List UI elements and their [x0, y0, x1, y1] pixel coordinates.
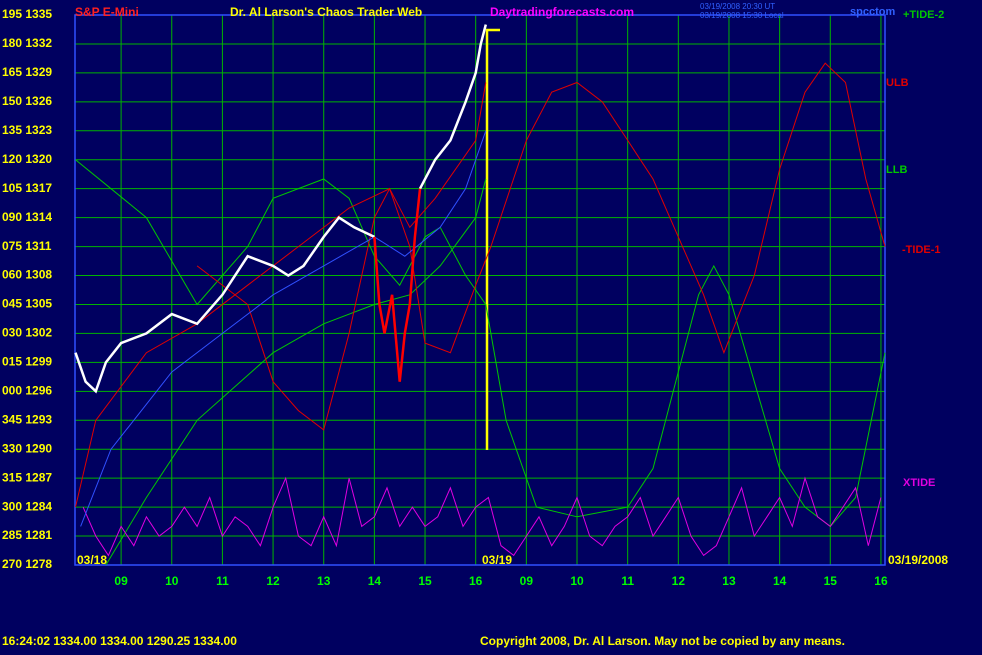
x-tick-label: 10 — [165, 574, 179, 588]
y-tick-label: 285 1281 — [2, 528, 52, 542]
y-tick-label: 015 1299 — [2, 355, 52, 369]
x-tick-label: 12 — [266, 574, 280, 588]
series-line — [373, 188, 422, 382]
series-line — [82, 476, 882, 557]
y-tick-label: 075 1311 — [2, 239, 52, 253]
y-tick-label: 030 1302 — [2, 326, 52, 340]
y-tick-label: 120 1320 — [2, 152, 52, 166]
x-tick-label: 10 — [570, 574, 584, 588]
site-name: Daytradingforecasts.com — [490, 5, 634, 19]
status-line: 16:24:02 1334.00 1334.00 1290.25 1334.00 — [2, 634, 237, 648]
date-label: 03/18 — [77, 553, 107, 567]
series-line — [75, 159, 886, 528]
x-tick-label: 13 — [722, 574, 736, 588]
series-line — [196, 62, 886, 431]
date-label: 03/19/2008 — [888, 553, 948, 567]
chart-title: Dr. Al Larson's Chaos Trader Web — [230, 5, 422, 19]
timestamp: 03/19/2008 20:30 UT — [700, 2, 775, 11]
y-tick-label: 315 1287 — [2, 470, 52, 484]
x-tick-label: 09 — [114, 574, 128, 588]
series-label: -TIDE-1 — [902, 244, 941, 256]
y-tick-label: 180 1332 — [2, 36, 52, 50]
x-tick-label: 16 — [874, 574, 888, 588]
x-tick-label: 13 — [317, 574, 331, 588]
y-tick-label: 060 1308 — [2, 268, 52, 282]
corner-label: spcctom — [850, 6, 895, 18]
x-tick-label: 11 — [216, 574, 229, 588]
x-tick-label: 12 — [672, 574, 686, 588]
timestamp: 03/19/2008 15:30 Local — [700, 11, 784, 20]
series-line — [74, 24, 488, 394]
y-tick-label: 195 1335 — [2, 7, 52, 21]
instrument: S&P E-Mini — [75, 5, 139, 19]
series-label: LLB — [886, 164, 907, 176]
x-tick-label: 14 — [773, 574, 787, 588]
date-label: 03/19 — [482, 553, 512, 567]
y-tick-label: 135 1323 — [2, 123, 52, 137]
y-tick-label: 000 1296 — [2, 383, 52, 397]
y-tick-label: 270 1278 — [2, 557, 52, 571]
x-tick-label: 14 — [368, 574, 382, 588]
x-tick-label: 11 — [621, 574, 634, 588]
y-tick-label: 330 1290 — [2, 441, 52, 455]
y-tick-label: 090 1314 — [2, 210, 52, 224]
y-tick-label: 150 1326 — [2, 94, 52, 108]
y-tick-label: 345 1293 — [2, 412, 52, 426]
y-tick-label: 105 1317 — [2, 181, 52, 195]
x-tick-label: 15 — [824, 574, 838, 588]
series-label: +TIDE-2 — [903, 9, 944, 21]
series-label: XTIDE — [903, 477, 935, 489]
x-tick-label: 16 — [469, 574, 483, 588]
y-tick-label: 300 1284 — [2, 499, 52, 513]
y-tick-label: 045 1305 — [2, 297, 52, 311]
series-line — [80, 130, 487, 527]
x-tick-label: 15 — [418, 574, 432, 588]
y-tick-label: 165 1329 — [2, 65, 52, 79]
plot-frame — [74, 14, 886, 566]
series-label: ULB — [886, 77, 909, 89]
x-tick-label: 09 — [520, 574, 534, 588]
copyright: Copyright 2008, Dr. Al Larson. May not b… — [480, 634, 845, 648]
series-line — [75, 82, 487, 508]
series-line — [105, 178, 487, 566]
